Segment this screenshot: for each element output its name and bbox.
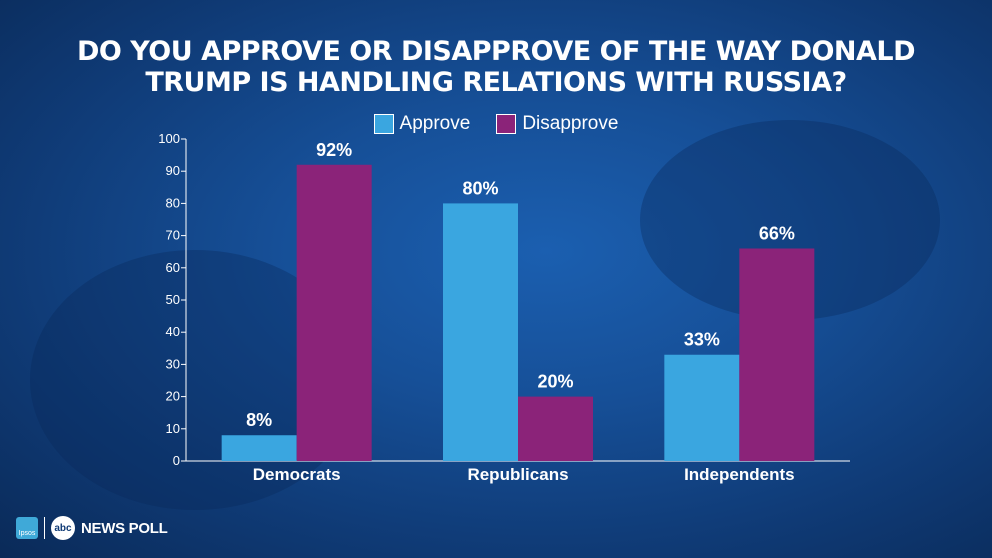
y-tick-label: 80 [166,195,180,210]
abc-logo-text: abc [54,522,72,534]
y-tick-label: 0 [173,453,180,468]
ipsos-logo: Ipsos [16,517,38,539]
y-tick-label: 60 [166,260,180,275]
bar-disapprove [296,164,372,461]
abc-logo: abc [51,516,75,540]
footer: Ipsos abc NEWS POLL [16,516,168,540]
bar-disapprove [518,396,593,461]
legend-swatch-disapprove [496,114,517,134]
data-label: 92% [316,140,352,160]
legend-item-approve: Approve [373,113,471,135]
data-label: 33% [684,330,720,350]
chart-title-line-2: TRUMP IS HANDLING RELATIONS WITH RUSSIA? [145,67,847,98]
y-tick-label: 70 [166,228,180,243]
data-label: 20% [537,372,573,392]
ipsos-logo-text: Ipsos [18,530,36,537]
data-label: 8% [246,410,272,430]
x-tick-label: Democrats [253,465,341,484]
chart-title: DO YOU APPROVE OR DISAPPROVE OF THE WAY … [0,36,992,98]
bar-approve [221,435,297,461]
y-tick-label: 10 [166,421,180,436]
news-poll-label: NEWS POLL [81,519,168,537]
footer-separator [44,517,45,539]
x-tick-label: Republicans [467,465,568,484]
legend-swatch-approve [373,114,394,134]
bar-approve [664,354,740,461]
data-label: 66% [759,223,795,243]
y-tick-label: 100 [158,131,180,146]
y-tick-label: 30 [166,356,180,371]
chart-title-line-1: DO YOU APPROVE OR DISAPPROVE OF THE WAY … [76,36,916,67]
bar-approve [443,203,518,461]
legend-label-approve: Approve [399,113,471,134]
legend-item-disapprove: Disapprove [496,113,618,135]
legend: Approve Disapprove [0,113,992,135]
bar-disapprove [739,248,815,461]
y-tick-label: 50 [166,292,180,307]
y-tick-label: 90 [166,163,180,178]
legend-label-disapprove: Disapprove [522,113,619,134]
y-tick-label: 40 [166,324,180,339]
x-tick-label: Independents [684,465,795,484]
y-tick-label: 20 [166,389,180,404]
data-label: 80% [462,178,498,198]
